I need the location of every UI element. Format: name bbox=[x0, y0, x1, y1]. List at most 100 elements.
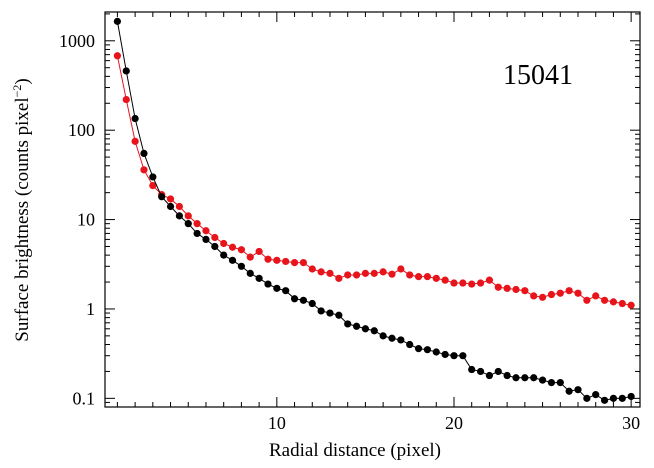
data-point bbox=[600, 296, 609, 304]
data-point bbox=[140, 149, 148, 157]
y-tick-label: 1000 bbox=[59, 31, 95, 51]
data-point bbox=[565, 287, 573, 295]
data-point bbox=[397, 265, 405, 273]
data-point bbox=[228, 256, 237, 264]
data-point bbox=[113, 52, 122, 60]
data-point bbox=[228, 243, 237, 251]
data-point bbox=[618, 394, 626, 402]
data-point bbox=[352, 271, 361, 279]
data-point bbox=[512, 374, 520, 382]
data-point bbox=[344, 320, 352, 328]
axis-ticks: 10 20 30 0.1 1 10 100 1000 bbox=[59, 12, 640, 433]
y-axis-label-unit-exponent: −2 bbox=[10, 85, 24, 98]
data-point bbox=[237, 262, 246, 270]
data-point bbox=[131, 137, 139, 145]
data-point bbox=[264, 255, 272, 263]
data-point bbox=[592, 292, 600, 300]
data-point bbox=[627, 301, 635, 309]
data-point bbox=[149, 173, 157, 181]
data-point bbox=[220, 251, 228, 259]
data-point bbox=[583, 394, 591, 402]
data-point bbox=[211, 242, 219, 251]
y-axis-label: Surface brightness (counts pixel−2) bbox=[10, 78, 33, 341]
data-point bbox=[459, 279, 467, 287]
data-point bbox=[308, 265, 316, 273]
data-point bbox=[583, 296, 591, 304]
data-point bbox=[450, 352, 458, 360]
data-point bbox=[441, 276, 449, 284]
data-point bbox=[432, 274, 440, 282]
y-axis-label-main: Surface brightness (counts pixel bbox=[12, 97, 33, 341]
y-tick-label: 10 bbox=[77, 210, 95, 230]
data-point bbox=[388, 270, 396, 278]
data-point bbox=[335, 311, 343, 319]
data-point bbox=[432, 348, 440, 356]
data-point bbox=[565, 387, 573, 395]
y-tick-label: 1 bbox=[86, 299, 95, 319]
data-point bbox=[521, 374, 529, 382]
series-black bbox=[113, 17, 635, 404]
data-point bbox=[592, 391, 600, 399]
data-point bbox=[574, 289, 582, 297]
data-point bbox=[308, 299, 316, 308]
data-point bbox=[476, 279, 485, 287]
data-point bbox=[512, 285, 520, 294]
data-point bbox=[220, 239, 228, 248]
data-point bbox=[627, 392, 635, 401]
data-point bbox=[273, 284, 281, 292]
data-point bbox=[468, 280, 476, 288]
data-point bbox=[459, 352, 467, 360]
data-point bbox=[503, 284, 511, 292]
data-point bbox=[255, 247, 263, 256]
data-point bbox=[335, 274, 343, 282]
data-point bbox=[273, 256, 281, 264]
data-point bbox=[609, 298, 618, 306]
data-point bbox=[175, 202, 184, 211]
x-tick-label: 10 bbox=[268, 413, 286, 433]
y-tick-label: 100 bbox=[68, 120, 95, 140]
data-point bbox=[246, 253, 254, 261]
plot-frame bbox=[104, 11, 641, 408]
data-point bbox=[290, 259, 299, 267]
data-point bbox=[538, 293, 547, 301]
x-tick-label: 30 bbox=[622, 413, 640, 433]
data-point bbox=[397, 336, 405, 344]
data-point bbox=[521, 287, 529, 295]
data-point bbox=[282, 287, 290, 295]
data-point bbox=[468, 365, 476, 374]
data-series bbox=[113, 17, 635, 404]
data-point bbox=[158, 193, 166, 201]
data-point bbox=[149, 181, 157, 190]
data-point bbox=[423, 346, 432, 354]
data-point bbox=[299, 259, 308, 267]
y-tick-label: 0.1 bbox=[73, 388, 96, 408]
data-point bbox=[237, 246, 246, 254]
data-point bbox=[538, 376, 547, 384]
data-point bbox=[600, 396, 609, 404]
data-point bbox=[370, 327, 378, 335]
data-point bbox=[264, 280, 272, 288]
y-axis-label-end: ) bbox=[12, 78, 33, 84]
data-point bbox=[530, 374, 538, 382]
data-point bbox=[290, 295, 299, 303]
data-point bbox=[485, 371, 494, 380]
data-point bbox=[370, 269, 378, 277]
data-point bbox=[574, 386, 582, 394]
data-point bbox=[166, 202, 175, 211]
data-point bbox=[317, 307, 325, 315]
data-point bbox=[317, 268, 325, 276]
data-point bbox=[547, 290, 556, 299]
data-point bbox=[113, 17, 122, 25]
data-point bbox=[246, 269, 254, 277]
data-point bbox=[361, 269, 370, 277]
data-point bbox=[184, 212, 192, 220]
data-point bbox=[414, 345, 423, 353]
data-point bbox=[423, 273, 432, 281]
data-point bbox=[406, 340, 414, 349]
data-point bbox=[441, 350, 449, 359]
data-point bbox=[414, 273, 423, 281]
data-point bbox=[344, 271, 352, 279]
data-point bbox=[388, 334, 396, 342]
